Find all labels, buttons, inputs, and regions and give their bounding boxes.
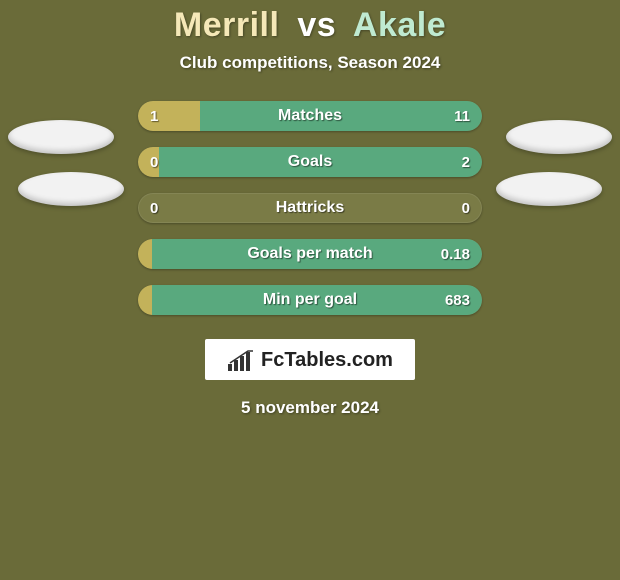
stats-list: 1Matches110Goals20Hattricks0Goals per ma… (138, 101, 482, 331)
stat-label: Min per goal (138, 291, 482, 309)
stat-value-right: 2 (462, 154, 470, 171)
player1-avatar-top (8, 120, 114, 154)
bars-icon (227, 350, 255, 372)
player2-avatar-top (506, 120, 612, 154)
player1-avatar-bottom (18, 172, 124, 206)
stat-label: Hattricks (138, 199, 482, 217)
stat-value-right: 0 (462, 200, 470, 217)
stat-label: Goals per match (138, 245, 482, 263)
subtitle: Club competitions, Season 2024 (180, 53, 441, 73)
stat-value-right: 0.18 (441, 246, 470, 263)
stat-row: 1Matches11 (138, 101, 482, 131)
comparison-card: Merrill vs Akale Club competitions, Seas… (0, 0, 620, 580)
stat-row: Goals per match0.18 (138, 239, 482, 269)
player2-name: Akale (353, 6, 446, 44)
vs-text: vs (297, 6, 336, 44)
date: 5 november 2024 (241, 398, 379, 418)
attribution-logo: FcTables.com (205, 339, 415, 380)
player1-name: Merrill (174, 6, 280, 44)
stat-value-right: 683 (445, 292, 470, 309)
stat-row: 0Goals2 (138, 147, 482, 177)
stat-row: Min per goal683 (138, 285, 482, 315)
stat-value-right: 11 (454, 108, 470, 125)
player2-avatar-bottom (496, 172, 602, 206)
stat-label: Goals (138, 153, 482, 171)
stat-row: 0Hattricks0 (138, 193, 482, 223)
stat-label: Matches (138, 107, 482, 125)
headline: Merrill vs Akale (174, 6, 446, 45)
logo-text: FcTables.com (261, 349, 393, 372)
